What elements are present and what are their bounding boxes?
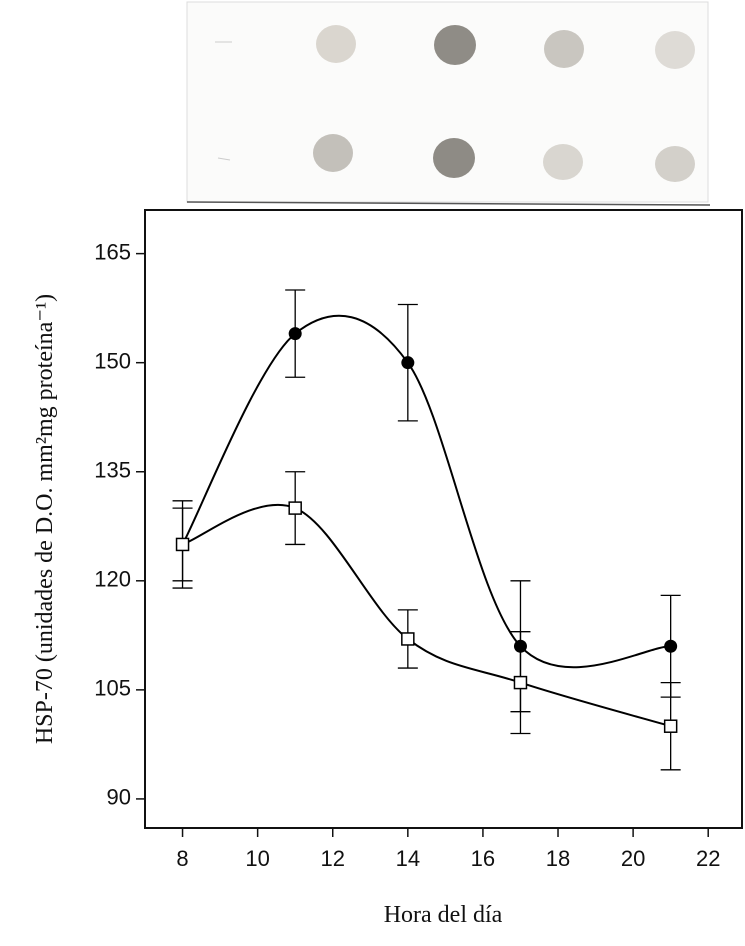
x-tick-label: 18 bbox=[546, 846, 570, 871]
y-tick-label: 120 bbox=[94, 567, 131, 592]
blot-dot bbox=[655, 146, 695, 182]
blot-image bbox=[187, 2, 710, 205]
marker bbox=[401, 356, 414, 369]
x-tick-label: 20 bbox=[621, 846, 645, 871]
y-tick-label: 90 bbox=[107, 785, 131, 810]
blot-dot bbox=[434, 25, 476, 65]
x-tick-label: 8 bbox=[176, 846, 188, 871]
plot-frame bbox=[145, 210, 742, 828]
y-tick-label: 105 bbox=[94, 676, 131, 701]
y-tick-label: 165 bbox=[94, 239, 131, 264]
marker bbox=[289, 502, 301, 514]
y-tick-label: 135 bbox=[94, 458, 131, 483]
blot-dot bbox=[655, 31, 695, 69]
x-tick-label: 14 bbox=[396, 846, 420, 871]
marker bbox=[664, 640, 677, 653]
marker bbox=[289, 327, 302, 340]
marker bbox=[402, 633, 414, 645]
x-tick-label: 10 bbox=[245, 846, 269, 871]
x-tick-label: 16 bbox=[471, 846, 495, 871]
y-tick-label: 150 bbox=[94, 348, 131, 373]
blot-dot bbox=[543, 144, 583, 180]
x-tick-label: 12 bbox=[320, 846, 344, 871]
series-line bbox=[183, 505, 671, 726]
marker bbox=[514, 677, 526, 689]
marker bbox=[665, 720, 677, 732]
figure: Hora del día HSP-70 (unidades de D.O. mm… bbox=[0, 0, 745, 946]
series-line bbox=[183, 316, 671, 668]
x-tick-label: 22 bbox=[696, 846, 720, 871]
blot-dot bbox=[433, 138, 475, 178]
blot-dot bbox=[316, 25, 356, 63]
marker bbox=[177, 538, 189, 550]
y-axis-label: HSP-70 (unidades de D.O. mm²mg proteína⁻… bbox=[32, 294, 58, 744]
blot-dot bbox=[544, 30, 584, 68]
x-axis-label: Hora del día bbox=[384, 902, 503, 928]
blot-dot bbox=[313, 134, 353, 172]
